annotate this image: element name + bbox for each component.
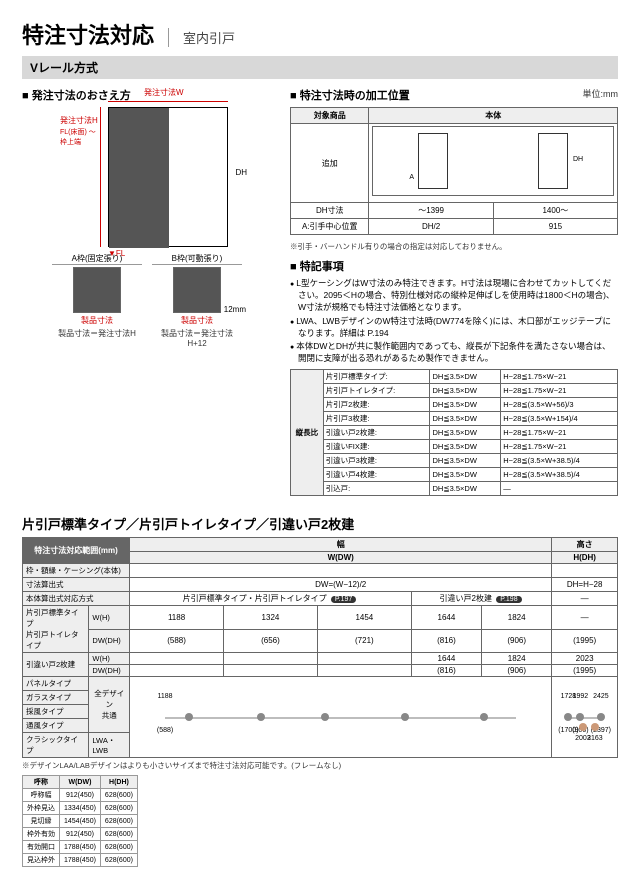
pt-dha: ～1399 [369, 203, 493, 219]
dh-label: DH [235, 168, 247, 177]
section-bar: Vレール方式 [22, 56, 618, 79]
a-note: 製品寸法 [81, 316, 113, 325]
a-frame-diagram: A枠(固定張り) 製品寸法 製品寸法＝発注寸法H [52, 253, 142, 348]
unit-label: 単位:mm [583, 87, 619, 100]
notes-list: L型ケーシングはW寸法のみ特注できます。H寸法は現場に合わせてカットしてください… [290, 278, 618, 365]
pt-dhb: 1400～ [493, 203, 617, 219]
h-label: 発注寸法H [60, 115, 100, 126]
order-diagram: 発注寸法W 発注寸法H FL(床面) ～枠上端 DH ▼FL [62, 107, 232, 247]
pos-footnote: ※引手・バーハンドル有りの場合の指定は対応しておりません。 [290, 241, 618, 252]
note-item: LWA、LWBデザインのW特注寸法時(DW774を除く)には、木口部がエッジテー… [290, 316, 618, 340]
pos-diagram: ADH [372, 126, 614, 196]
range-h: 1728 (1700) 1992 (900) 2003 2425 (2397) … [552, 677, 618, 758]
spec-hh: 高さ [552, 538, 618, 552]
spec-corner: 特注寸法対応範囲(mm) [23, 538, 130, 564]
b-dim: 12mm [224, 305, 246, 314]
a-title: A枠(固定張り) [52, 253, 142, 265]
w-label: 発注寸法W [144, 87, 184, 98]
pt-h1: 本体 [369, 108, 618, 124]
sub-title: 室内引戸 [168, 28, 235, 47]
process-pos-heading: 特注寸法時の加工位置単位:mm [290, 87, 618, 103]
pt-dh: DH寸法 [291, 203, 369, 219]
pt-cell: 追加 [291, 124, 369, 203]
b-title: B枠(可動張り) [152, 253, 242, 265]
fl-label: ▼FL [108, 249, 125, 258]
bottom-note: ※デザインLAA/LABデザインはよりも小さいサイズまで特注寸法対応可能です。(… [22, 760, 618, 771]
b-bottom: 製品寸法＝発注寸法H+12 [152, 328, 242, 348]
ratio-table: 縦長比 片引戸標準タイプ:DH≦3.5×DWH−28≦1.75×W−21 片引戸… [290, 369, 618, 496]
note-item: 本体DWとDHが共に製作範囲内であっても、縦長が下記条件を満たさない場合は、開閉… [290, 341, 618, 365]
range-w: 1188 (588) [130, 677, 552, 758]
ratio-label: 縦長比 [291, 370, 324, 496]
b-note: 製品寸法 [181, 316, 213, 325]
tiny-table: 呼称W(DW)H(DH) 呼称幅912(450)628(600) 外枠見込133… [22, 775, 138, 867]
pt-a: A:引手中心位置 [291, 219, 369, 235]
note-item: L型ケーシングはW寸法のみ特注できます。H寸法は現場に合わせてカットしてください… [290, 278, 618, 314]
pt-ar: 915 [493, 219, 617, 235]
position-table: 対象商品本体 追加 ADH DH寸法～13991400～ A:引手中心位置DH/… [290, 107, 618, 235]
spec-wh: 幅 [130, 538, 552, 552]
notes-heading: 特記事項 [290, 258, 618, 274]
pt-h0: 対象商品 [291, 108, 369, 124]
spec-table: 特注寸法対応範囲(mm) 幅 高さ W(DW)H(DH) 枠・額縁・ケーシング(… [22, 537, 618, 758]
b-frame-diagram: B枠(可動張り) 12mm 製品寸法 製品寸法＝発注寸法H+12 [152, 253, 242, 348]
main-title: 特注寸法対応 [22, 18, 154, 50]
h-sublabel: FL(床面) ～枠上端 [60, 127, 100, 147]
type-heading: 片引戸標準タイプ／片引戸トイレタイプ／引違い戸2枚建 [22, 514, 618, 533]
pt-al: DH/2 [369, 219, 493, 235]
a-bottom: 製品寸法＝発注寸法H [52, 328, 142, 339]
